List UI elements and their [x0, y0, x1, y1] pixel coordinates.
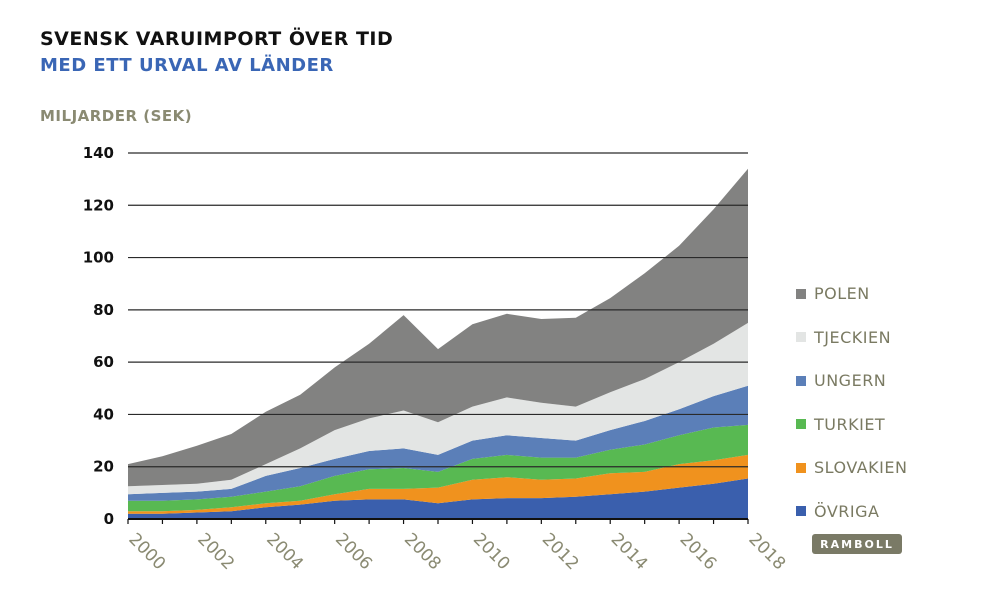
x-tick-label: 2014 — [607, 529, 652, 574]
legend: POLEN TJECKIEN UNGERN TURKIET SLOVAKIEN ÖVRIG… — [796, 272, 907, 533]
x-tick-label: 2012 — [538, 529, 583, 574]
y-tick-label: 140 — [83, 144, 114, 162]
x-tick-label: 2016 — [676, 529, 721, 574]
chart-title: SVENSK VARUIMPORT ÖVER TID — [40, 28, 394, 50]
legend-swatch — [796, 506, 806, 517]
y-tick-label: 60 — [93, 353, 114, 371]
y-tick-label: 20 — [93, 458, 114, 476]
legend-swatch — [796, 462, 806, 473]
legend-item: TJECKIEN — [796, 316, 907, 360]
x-tick-label: 2006 — [331, 529, 376, 574]
y-axis-label: MILJARDER (SEK) — [40, 107, 193, 125]
x-tick-label: 2008 — [400, 529, 445, 574]
series-area-5 — [128, 168, 748, 487]
series-area-3 — [128, 385, 748, 501]
legend-item: ÖVRIGA — [796, 490, 907, 534]
legend-swatch — [796, 419, 806, 430]
series-area-1 — [128, 454, 748, 514]
legend-label: UNGERN — [814, 371, 887, 391]
series-area-4 — [128, 322, 748, 495]
ramboll-logo: RAMBOLL — [812, 534, 902, 554]
legend-item: TURKIET — [796, 403, 907, 447]
y-tick-label: 80 — [93, 301, 114, 319]
y-tick-label: 120 — [83, 196, 114, 214]
x-tick-label: 2004 — [262, 529, 307, 574]
y-tick-label: 0 — [104, 510, 114, 528]
x-tick-label: 2018 — [744, 529, 789, 574]
legend-label: ÖVRIGA — [814, 501, 880, 521]
x-tick-label: 2002 — [193, 529, 238, 574]
legend-swatch — [796, 288, 806, 299]
legend-label: TURKIET — [814, 414, 886, 434]
legend-item: POLEN — [796, 272, 907, 316]
y-tick-label: 40 — [93, 405, 114, 423]
x-tick-label: 2000 — [124, 529, 169, 574]
legend-label: POLEN — [814, 284, 870, 304]
legend-label: TJECKIEN — [814, 327, 892, 347]
legend-item: SLOVAKIEN — [796, 446, 907, 490]
legend-swatch — [796, 332, 806, 343]
chart-subtitle: MED ETT URVAL AV LÄNDER — [40, 55, 334, 76]
legend-swatch — [796, 375, 806, 386]
series-area-2 — [128, 424, 748, 512]
legend-item: UNGERN — [796, 359, 907, 403]
y-tick-label: 100 — [83, 249, 114, 267]
legend-label: SLOVAKIEN — [814, 458, 908, 478]
series-area-0 — [128, 478, 748, 519]
x-tick-label: 2010 — [469, 529, 514, 574]
